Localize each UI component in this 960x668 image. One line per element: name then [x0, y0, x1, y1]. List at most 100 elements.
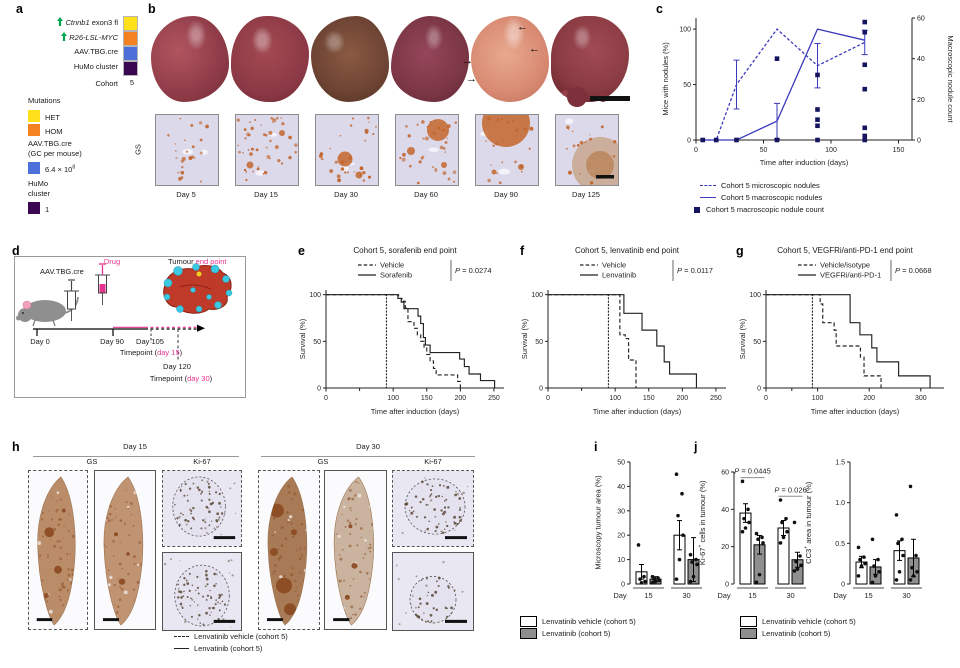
solid-border-sample: [174, 648, 189, 649]
svg-text:0: 0: [317, 386, 321, 393]
aav-legend-title1: AAV.TBG.cre: [28, 139, 72, 148]
svg-text:0: 0: [841, 582, 845, 589]
h-day30-header: Day 30: [356, 442, 380, 451]
liver-photo-day5: [151, 16, 229, 102]
svg-text:100: 100: [609, 395, 621, 402]
ki67-day15-vehicle-image: [162, 470, 242, 547]
svg-text:250: 250: [488, 395, 500, 402]
e-title: Cohort 5, sorafenib end point: [353, 246, 457, 255]
mutation-het: HET: [28, 110, 60, 123]
gs-day30-lenvatinib-image: [324, 470, 387, 630]
panel-c-label: c: [656, 2, 663, 16]
svg-text:Day: Day: [833, 591, 847, 600]
day-label: Day 60: [414, 190, 438, 199]
allele-row-ctnnb1: Ctnnb1 exon3 fl: [20, 16, 152, 31]
g-title: Cohort 5, VEGFRi/anti-PD-1 end point: [777, 246, 913, 255]
cc3-area-chart: 0 0.5 1.0 1.5 15 30 Day: [833, 460, 922, 600]
svg-text:Vehicle: Vehicle: [380, 261, 404, 270]
gs-histology-day60: [395, 114, 459, 186]
panel-i-label: i: [594, 440, 598, 454]
allele-color-swatch: [123, 16, 138, 31]
white-bar-sample: [740, 616, 757, 627]
svg-text:Vehicle: Vehicle: [602, 261, 626, 270]
svg-text:40: 40: [617, 484, 625, 491]
svg-text:0: 0: [917, 138, 921, 145]
gs-histology-day30: [315, 114, 379, 186]
allele-color-swatch: [123, 46, 138, 61]
j-ki67-y-axis-label: Ki-67+ cells in tumour (%): [697, 480, 707, 566]
svg-text:20: 20: [721, 544, 729, 551]
h-ki67-label: Ki-67: [424, 457, 442, 466]
liver-photo-day60: [391, 16, 469, 102]
svg-text:50: 50: [683, 82, 691, 89]
panel-a-label: a: [16, 2, 23, 16]
timeline-day120: Day 120: [163, 362, 191, 371]
panel-d-label: d: [12, 244, 20, 258]
svg-text:15: 15: [644, 591, 652, 600]
svg-text:100: 100: [309, 292, 321, 299]
svg-text:15: 15: [864, 591, 872, 600]
mutation-hom: HOM: [28, 124, 63, 137]
square-marker-sample: [694, 206, 700, 213]
svg-text:Day: Day: [717, 591, 731, 600]
liver-photo-day15: [231, 16, 309, 102]
svg-text:P = 0.026: P = 0.026: [774, 485, 806, 494]
humo-legend-title1: HuMo: [28, 179, 49, 188]
allele-row-aav: AAV.TBG.cre: [20, 46, 152, 61]
svg-text:Time after induction (days): Time after induction (days): [811, 407, 900, 416]
svg-text:P = 0.0668: P = 0.0668: [895, 266, 932, 275]
gs-day15-vehicle-image: [28, 470, 88, 630]
day-label: Day 125: [572, 190, 600, 199]
mutations-title: Mutations: [28, 96, 61, 105]
panel-g-label: g: [736, 244, 744, 258]
h-gs-label: GS: [317, 457, 329, 466]
j-cc3-y-axis-label: CC3+ area in tumour (%): [803, 481, 813, 564]
svg-text:0: 0: [324, 395, 328, 402]
svg-text:Survival (%): Survival (%): [298, 318, 307, 359]
gs-histology-day15: [235, 114, 299, 186]
svg-text:200: 200: [676, 395, 688, 402]
allele-color-swatch: [123, 31, 138, 46]
svg-text:0.5: 0.5: [835, 541, 845, 548]
aav-dose-row: 6.4 × 108: [28, 162, 75, 175]
humo-color-swatch: [28, 202, 40, 214]
gray-bar-sample: [520, 628, 537, 639]
svg-text:50: 50: [760, 147, 768, 154]
svg-text:250: 250: [710, 395, 722, 402]
svg-text:50: 50: [313, 339, 321, 346]
gs-histology-day5: [155, 114, 219, 186]
schematic-drug-label: Drug: [103, 257, 121, 266]
timeline-day105: Day 105: [136, 337, 164, 346]
timeline-day0: Day 0: [30, 337, 50, 346]
tumour-arrow-icon: →: [466, 73, 477, 85]
ki67-day15-lenvatinib-image: [162, 552, 242, 631]
svg-text:100: 100: [825, 147, 837, 154]
svg-text:0: 0: [621, 582, 625, 589]
humo-legend-title2: cluster: [28, 189, 51, 198]
c-legend-microscopic: Cohort 5 microscopic nodules: [700, 181, 820, 190]
h-legend-lenvatinib: Lenvatinib (cohort 5): [174, 644, 262, 653]
svg-text:Sorafenib: Sorafenib: [380, 271, 412, 280]
dashed-border-sample: [174, 636, 189, 637]
svg-text:40: 40: [721, 507, 729, 514]
tumour-arrow-icon: ←: [529, 43, 540, 55]
h-ki67-label: Ki-67: [193, 457, 211, 466]
hom-color-swatch: [28, 124, 40, 136]
f-title: Cohort 5, lenvatinib end point: [574, 246, 680, 255]
tumour-arrow-icon: ←: [517, 21, 528, 33]
svg-text:100: 100: [749, 292, 761, 299]
svg-text:0: 0: [764, 395, 768, 402]
svg-text:Day: Day: [613, 591, 627, 600]
i-legend-vehicle: Lenvatinib vehicle (cohort 5): [520, 616, 636, 627]
svg-text:100: 100: [812, 395, 824, 402]
liver-photo-day125: [551, 16, 629, 107]
svg-text:30: 30: [682, 591, 690, 600]
svg-text:200: 200: [863, 395, 875, 402]
svg-text:50: 50: [535, 339, 543, 346]
allele-suffix: exon3 fl: [89, 18, 118, 27]
aav-color-swatch: [28, 162, 40, 174]
svg-text:100: 100: [679, 27, 691, 34]
humo-cluster-row: 1: [28, 202, 49, 215]
allele-suffix: AAV.TBG.cre: [74, 47, 118, 56]
